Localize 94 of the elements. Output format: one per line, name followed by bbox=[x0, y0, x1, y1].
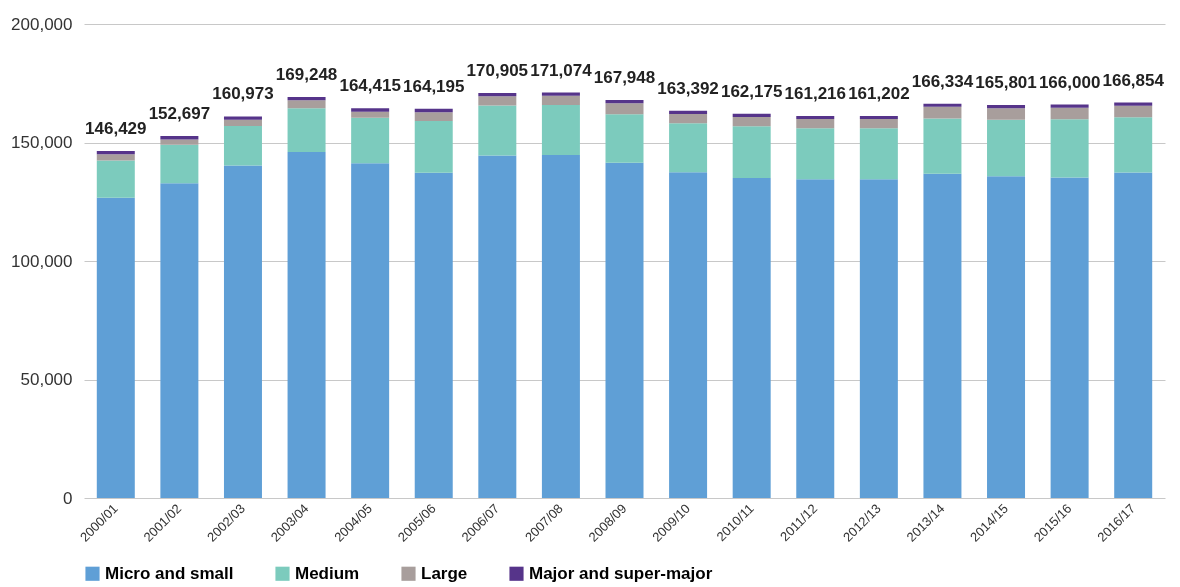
bar bbox=[351, 163, 390, 498]
bar bbox=[160, 183, 199, 498]
bar bbox=[541, 95, 580, 106]
bar bbox=[287, 152, 326, 498]
bar bbox=[414, 108, 453, 113]
total-label: 166,000 bbox=[1038, 72, 1101, 92]
total-label: 165,801 bbox=[975, 73, 1037, 93]
bar bbox=[478, 92, 517, 97]
bar bbox=[287, 100, 326, 109]
legend-label: Medium bbox=[295, 563, 360, 583]
total-label: 169,248 bbox=[275, 64, 338, 84]
bar bbox=[859, 128, 898, 180]
bar bbox=[796, 128, 835, 180]
bar bbox=[541, 105, 580, 156]
bar bbox=[478, 96, 517, 106]
bar bbox=[351, 117, 390, 164]
total-label: 161,202 bbox=[848, 83, 910, 103]
y-tick-label: 150,000 bbox=[11, 133, 73, 152]
bar bbox=[605, 162, 644, 498]
bar bbox=[1050, 107, 1089, 120]
bar bbox=[1050, 119, 1089, 178]
y-tick-label: 100,000 bbox=[11, 251, 73, 271]
bar bbox=[223, 165, 262, 498]
bar bbox=[796, 179, 835, 498]
bar bbox=[732, 178, 771, 498]
total-label: 171,074 bbox=[530, 60, 593, 80]
bar bbox=[478, 155, 517, 498]
legend-label: Micro and small bbox=[105, 563, 234, 583]
bar bbox=[859, 119, 898, 129]
bar bbox=[1114, 172, 1153, 498]
total-label: 167,948 bbox=[593, 67, 656, 87]
y-tick-label: 200,000 bbox=[11, 14, 73, 34]
bar bbox=[414, 172, 453, 498]
bar bbox=[160, 139, 199, 145]
bar bbox=[923, 103, 962, 107]
bar bbox=[923, 106, 962, 119]
legend-label: Major and super-major bbox=[529, 563, 713, 583]
bar bbox=[732, 126, 771, 179]
bar bbox=[96, 197, 135, 498]
total-label: 170,905 bbox=[466, 60, 529, 80]
bar bbox=[923, 173, 962, 498]
bar bbox=[796, 115, 835, 119]
bar bbox=[287, 108, 326, 153]
total-label: 160,973 bbox=[212, 84, 274, 104]
bar bbox=[859, 115, 898, 120]
bar bbox=[351, 108, 390, 112]
total-label: 162,175 bbox=[720, 81, 783, 101]
total-label: 146,429 bbox=[85, 118, 147, 138]
total-label: 164,195 bbox=[403, 76, 465, 96]
y-tick-label: 50,000 bbox=[20, 370, 73, 389]
bar bbox=[223, 119, 262, 126]
bar bbox=[1050, 177, 1089, 498]
total-label: 163,392 bbox=[657, 78, 719, 98]
bar bbox=[96, 160, 135, 198]
bar bbox=[1114, 117, 1153, 173]
bar bbox=[96, 154, 135, 161]
bar bbox=[605, 99, 644, 104]
bar bbox=[223, 116, 262, 120]
bar bbox=[605, 103, 644, 115]
total-label: 166,854 bbox=[1102, 70, 1165, 90]
bar bbox=[669, 114, 708, 124]
bar bbox=[1050, 104, 1089, 108]
total-label: 161,216 bbox=[784, 83, 846, 103]
bar bbox=[987, 176, 1026, 498]
bar bbox=[732, 113, 771, 117]
bar bbox=[541, 92, 580, 96]
bar bbox=[669, 172, 708, 498]
bar bbox=[478, 105, 517, 156]
bar bbox=[987, 105, 1026, 109]
bar bbox=[96, 150, 135, 155]
bar bbox=[160, 136, 199, 140]
bar bbox=[987, 119, 1026, 177]
total-label: 164,415 bbox=[339, 76, 401, 96]
bar bbox=[160, 144, 199, 184]
legend-label: Large bbox=[421, 563, 468, 583]
bar bbox=[605, 114, 644, 163]
bar bbox=[669, 123, 708, 173]
bar bbox=[987, 108, 1026, 120]
bar bbox=[541, 155, 580, 498]
bar bbox=[414, 112, 453, 121]
bar bbox=[223, 125, 262, 166]
bar bbox=[796, 119, 835, 129]
y-tick-label: 0 bbox=[63, 488, 73, 508]
bar bbox=[1114, 105, 1153, 118]
bar bbox=[923, 118, 962, 174]
bar bbox=[732, 116, 771, 127]
bar bbox=[351, 111, 390, 118]
total-label: 166,334 bbox=[911, 71, 974, 91]
bar bbox=[669, 110, 708, 115]
bar bbox=[414, 120, 453, 173]
total-label: 152,697 bbox=[148, 104, 211, 124]
bar bbox=[287, 96, 326, 101]
bar bbox=[859, 179, 898, 498]
bar bbox=[1114, 102, 1153, 106]
